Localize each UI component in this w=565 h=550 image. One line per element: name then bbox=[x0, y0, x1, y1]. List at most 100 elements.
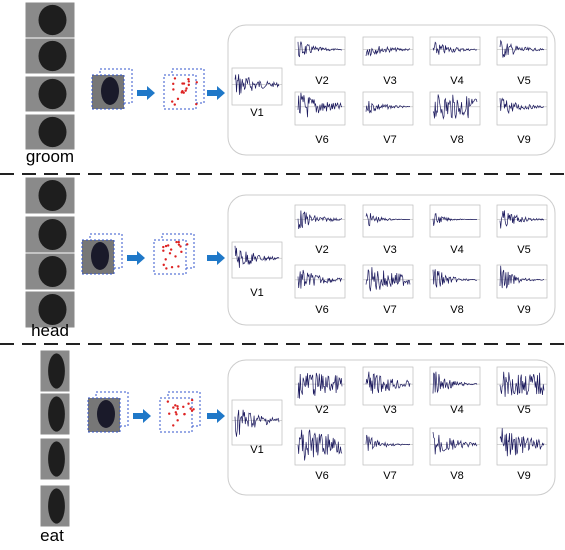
view-label: V6 bbox=[315, 134, 328, 146]
signal-plot bbox=[430, 367, 480, 405]
action-label: eat bbox=[40, 526, 64, 545]
feature-point bbox=[181, 82, 183, 84]
view-label: V8 bbox=[450, 304, 463, 316]
signal-plot bbox=[497, 205, 547, 237]
view-label: V5 bbox=[517, 404, 530, 416]
view-label: V4 bbox=[450, 244, 463, 256]
feature-point bbox=[162, 249, 164, 251]
feature-point bbox=[191, 410, 193, 412]
mouse-shape bbox=[39, 41, 67, 71]
view-label: V4 bbox=[450, 75, 463, 87]
feature-point bbox=[167, 400, 169, 402]
feature-point bbox=[177, 408, 179, 410]
view-label: V5 bbox=[517, 75, 530, 87]
view-label: V9 bbox=[517, 304, 530, 316]
feature-point bbox=[175, 411, 177, 413]
feature-point bbox=[188, 80, 190, 82]
arrow bbox=[207, 409, 225, 423]
mouse-shape bbox=[39, 79, 67, 109]
mouse-shape bbox=[91, 242, 109, 270]
view-label: V5 bbox=[517, 244, 530, 256]
feature-point bbox=[187, 78, 189, 80]
feature-point bbox=[176, 405, 178, 407]
arrow bbox=[137, 86, 155, 100]
arrow bbox=[207, 86, 225, 100]
feature-point bbox=[174, 404, 176, 406]
mouse-shape bbox=[39, 256, 67, 287]
feature-point bbox=[168, 413, 170, 415]
feature-point bbox=[180, 251, 182, 253]
view-label: V7 bbox=[383, 134, 396, 146]
view-label: V2 bbox=[315, 244, 328, 256]
feature-point bbox=[184, 89, 186, 91]
view-label: V3 bbox=[383, 404, 396, 416]
mouse-shape bbox=[39, 180, 67, 211]
feature-point bbox=[167, 244, 169, 246]
view-label: V9 bbox=[517, 470, 530, 482]
mouse-shape bbox=[39, 219, 67, 250]
feature-point bbox=[183, 413, 185, 415]
action-label: head bbox=[31, 321, 69, 340]
mouse-shape bbox=[48, 353, 65, 388]
signal-plot bbox=[363, 37, 413, 65]
feature-point bbox=[171, 266, 173, 268]
mouse-shape bbox=[48, 396, 65, 431]
feature-point bbox=[170, 248, 172, 250]
view-label: V3 bbox=[383, 75, 396, 87]
view-label: V6 bbox=[315, 470, 328, 482]
mouse-shape bbox=[101, 77, 119, 105]
signal-plot bbox=[295, 265, 345, 298]
view-label: V4 bbox=[450, 404, 463, 416]
view-label: V1 bbox=[250, 287, 263, 299]
feature-point bbox=[174, 103, 176, 105]
feature-point bbox=[179, 245, 181, 247]
feature-point bbox=[186, 243, 188, 245]
signal-plot bbox=[430, 205, 480, 237]
feature-point bbox=[165, 258, 167, 260]
feature-point bbox=[176, 419, 178, 421]
feature-point bbox=[187, 402, 189, 404]
view-label: V2 bbox=[315, 404, 328, 416]
signal-plot bbox=[363, 205, 413, 237]
feature-point bbox=[182, 406, 184, 408]
feature-point bbox=[178, 241, 180, 243]
arrow bbox=[133, 409, 151, 423]
signal-plot bbox=[497, 92, 547, 125]
feature-point bbox=[174, 77, 176, 79]
feature-point bbox=[172, 83, 174, 85]
view-label: V3 bbox=[383, 244, 396, 256]
feature-point bbox=[191, 399, 193, 401]
feature-point bbox=[172, 88, 174, 90]
feature-point bbox=[172, 406, 174, 408]
signal-plot bbox=[232, 400, 282, 445]
feature-point bbox=[181, 91, 183, 93]
view-label: V2 bbox=[315, 75, 328, 87]
feature-point bbox=[165, 267, 167, 269]
mouse-shape bbox=[97, 400, 115, 428]
mouse-shape bbox=[39, 5, 67, 35]
feature-point bbox=[189, 407, 191, 409]
action-label: groom bbox=[26, 147, 74, 166]
feature-point bbox=[188, 84, 190, 86]
mouse-shape bbox=[39, 117, 67, 147]
signal-plot bbox=[363, 265, 413, 298]
mouse-shape bbox=[48, 488, 65, 523]
feature-cube-front bbox=[164, 75, 196, 109]
feature-point bbox=[162, 246, 164, 248]
feature-point bbox=[169, 252, 171, 254]
feature-cube-front bbox=[154, 240, 186, 274]
signal-plot bbox=[497, 428, 547, 465]
feature-point bbox=[185, 87, 187, 89]
view-label: V1 bbox=[250, 107, 263, 119]
figure: groom V1 V2 V3 V4 V5 V6 V7 V8 V9 head V1 V2 V3 V4 V5 V6 V… bbox=[0, 0, 565, 550]
view-label: V7 bbox=[383, 470, 396, 482]
signal-plot bbox=[497, 37, 547, 65]
view-label: V8 bbox=[450, 134, 463, 146]
feature-point bbox=[163, 264, 165, 266]
view-label: V7 bbox=[383, 304, 396, 316]
feature-point bbox=[171, 100, 173, 102]
view-label: V1 bbox=[250, 444, 263, 456]
feature-point bbox=[165, 245, 167, 247]
arrow bbox=[207, 251, 225, 265]
view-label: V8 bbox=[450, 470, 463, 482]
